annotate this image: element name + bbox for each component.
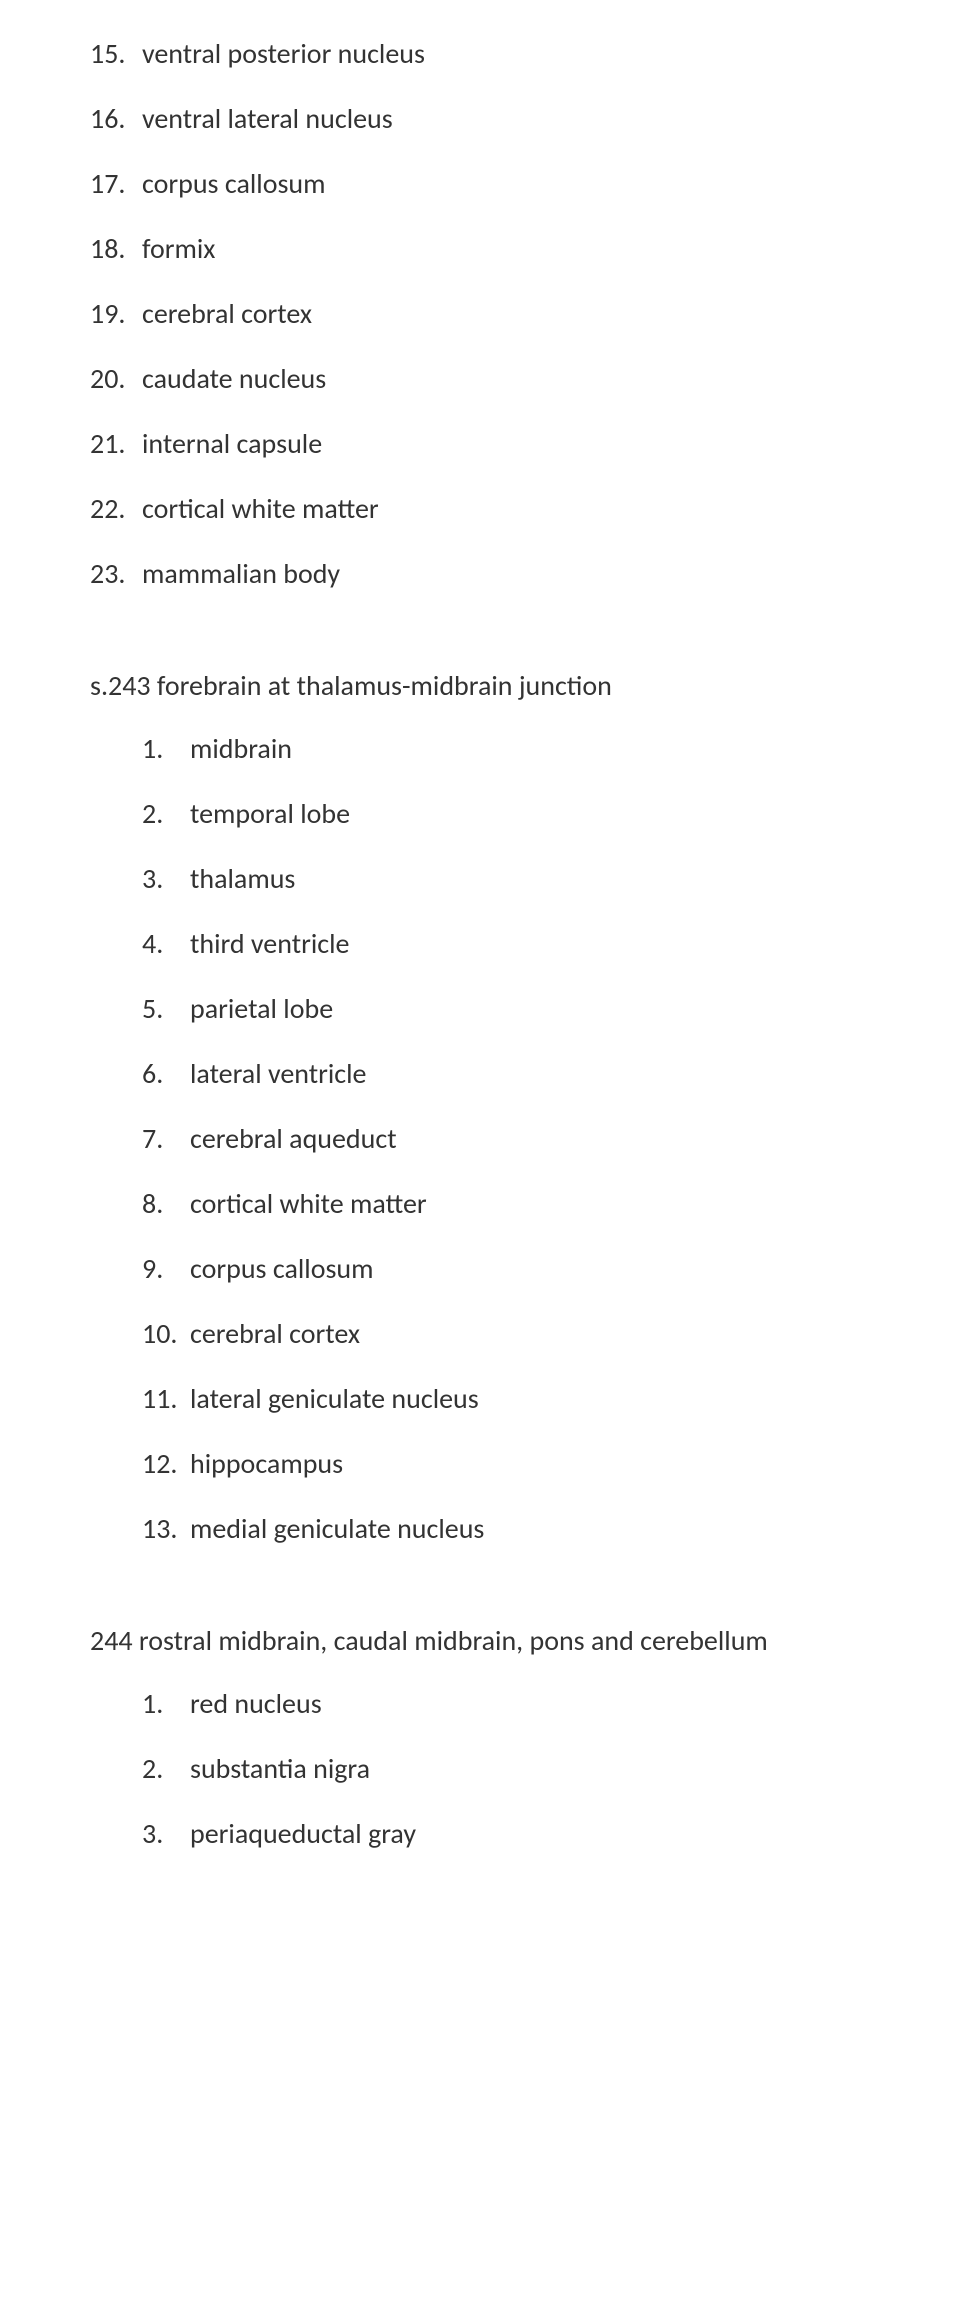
item-number: 10.: [142, 1320, 190, 1348]
item-label: lateral geniculate nucleus: [190, 1385, 479, 1413]
item-number: 9.: [142, 1255, 190, 1283]
item-label: formix: [142, 235, 215, 263]
item-label: internal capsule: [142, 430, 322, 458]
item-label: cortical white matter: [190, 1190, 427, 1218]
list-item: 6.lateral ventricle: [90, 1060, 870, 1088]
item-number: 18.: [90, 235, 142, 263]
item-label: midbrain: [190, 735, 292, 763]
item-label: caudate nucleus: [142, 365, 326, 393]
item-label: corpus callosum: [190, 1255, 374, 1283]
list-item: 9.corpus callosum: [90, 1255, 870, 1283]
ordered-list: 1.red nucleus 2.substantia nigra 3.periaqu…: [90, 1690, 870, 1848]
list-item: 13.medial geniculate nucleus: [90, 1515, 870, 1543]
section: 15.ventral posterior nucleus 16.ventral l…: [90, 40, 870, 588]
item-number: 4.: [142, 930, 190, 958]
item-label: temporal lobe: [190, 800, 350, 828]
item-label: red nucleus: [190, 1690, 322, 1718]
item-label: medial geniculate nucleus: [190, 1515, 484, 1543]
item-number: 7.: [142, 1125, 190, 1153]
ordered-list: 15.ventral posterior nucleus 16.ventral l…: [90, 40, 870, 588]
list-item: 2.temporal lobe: [90, 800, 870, 828]
list-item: 1.midbrain: [90, 735, 870, 763]
item-number: 21.: [90, 430, 142, 458]
item-number: 3.: [142, 1820, 190, 1848]
item-number: 3.: [142, 865, 190, 893]
list-item: 22.cortical white matter: [90, 495, 870, 523]
item-label: substantia nigra: [190, 1755, 370, 1783]
list-item: 16.ventral lateral nucleus: [90, 105, 870, 133]
item-number: 23.: [90, 560, 142, 588]
list-item: 5.parietal lobe: [90, 995, 870, 1023]
item-label: corpus callosum: [142, 170, 326, 198]
item-label: cerebral cortex: [142, 300, 312, 328]
item-label: ventral posterior nucleus: [142, 40, 425, 68]
item-label: lateral ventricle: [190, 1060, 366, 1088]
item-number: 1.: [142, 735, 190, 763]
item-number: 12.: [142, 1450, 190, 1478]
list-item: 18.formix: [90, 235, 870, 263]
list-item: 17.corpus callosum: [90, 170, 870, 198]
item-number: 6.: [142, 1060, 190, 1088]
list-item: 21.internal capsule: [90, 430, 870, 458]
document-body: 15.ventral posterior nucleus 16.ventral l…: [90, 40, 870, 1848]
list-item: 7.cerebral aqueduct: [90, 1125, 870, 1153]
item-label: periaqueductal gray: [190, 1820, 416, 1848]
item-number: 17.: [90, 170, 142, 198]
list-item: 3.thalamus: [90, 865, 870, 893]
item-number: 1.: [142, 1690, 190, 1718]
section-heading: 244 rostral midbrain, caudal midbrain, p…: [90, 1623, 870, 1658]
item-number: 8.: [142, 1190, 190, 1218]
list-item: 23.mammalian body: [90, 560, 870, 588]
item-label: cerebral cortex: [190, 1320, 360, 1348]
item-number: 2.: [142, 1755, 190, 1783]
item-label: mammalian body: [142, 560, 340, 588]
item-label: thalamus: [190, 865, 295, 893]
item-number: 11.: [142, 1385, 190, 1413]
list-item: 10.cerebral cortex: [90, 1320, 870, 1348]
section-heading: s.243 forebrain at thalamus-midbrain jun…: [90, 668, 870, 703]
item-number: 19.: [90, 300, 142, 328]
list-item: 20.caudate nucleus: [90, 365, 870, 393]
item-label: parietal lobe: [190, 995, 333, 1023]
ordered-list: 1.midbrain 2.temporal lobe 3.thalamus 4.thi…: [90, 735, 870, 1543]
list-item: 2.substantia nigra: [90, 1755, 870, 1783]
list-item: 12.hippocampus: [90, 1450, 870, 1478]
item-number: 16.: [90, 105, 142, 133]
item-number: 2.: [142, 800, 190, 828]
list-item: 15.ventral posterior nucleus: [90, 40, 870, 68]
item-label: ventral lateral nucleus: [142, 105, 393, 133]
item-number: 20.: [90, 365, 142, 393]
section: s.243 forebrain at thalamus-midbrain jun…: [90, 668, 870, 1543]
list-item: 4.third ventricle: [90, 930, 870, 958]
item-label: hippocampus: [190, 1450, 343, 1478]
item-number: 22.: [90, 495, 142, 523]
item-number: 15.: [90, 40, 142, 68]
item-number: 13.: [142, 1515, 190, 1543]
list-item: 19.cerebral cortex: [90, 300, 870, 328]
list-item: 8.cortical white matter: [90, 1190, 870, 1218]
item-label: cerebral aqueduct: [190, 1125, 397, 1153]
item-label: cortical white matter: [142, 495, 379, 523]
list-item: 3.periaqueductal gray: [90, 1820, 870, 1848]
item-number: 5.: [142, 995, 190, 1023]
list-item: 1.red nucleus: [90, 1690, 870, 1718]
list-item: 11.lateral geniculate nucleus: [90, 1385, 870, 1413]
section: 244 rostral midbrain, caudal midbrain, p…: [90, 1623, 870, 1848]
item-label: third ventricle: [190, 930, 349, 958]
